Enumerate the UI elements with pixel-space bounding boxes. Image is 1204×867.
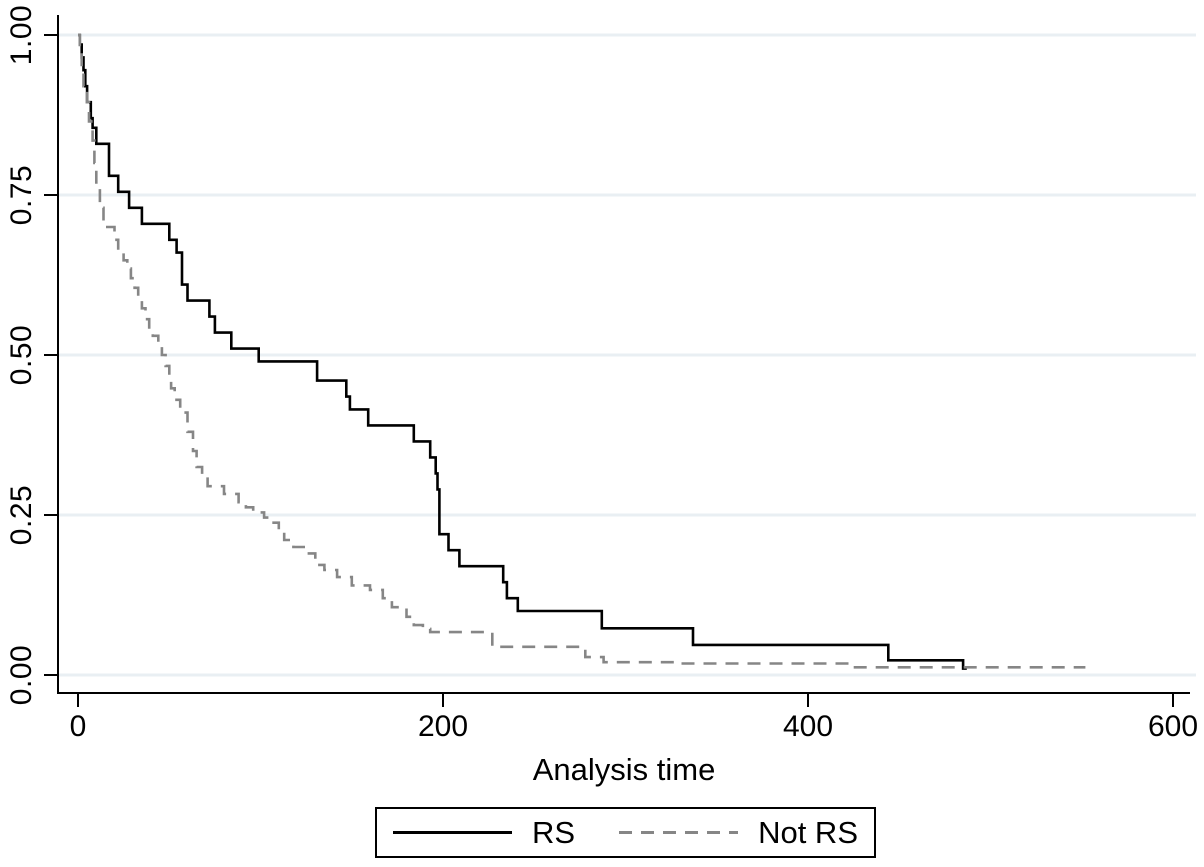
x-tick-label: 400 — [782, 710, 834, 743]
rs-solid-line-sample — [393, 831, 512, 834]
y-tick-label: 1.00 — [5, 4, 38, 66]
x-tick-label: 0 — [69, 710, 87, 743]
not-rs-curve-line — [78, 33, 1086, 669]
legend-item-not-rs: Not RS — [619, 815, 858, 851]
legend-label-rs: RS — [532, 814, 576, 850]
legend-box: RS Not RS — [375, 807, 876, 858]
x-tick-label: 200 — [417, 710, 469, 743]
y-tick-label: 0.00 — [5, 644, 38, 706]
x-axis-title: Analysis time — [532, 752, 716, 787]
legend-label-not-rs: Not RS — [758, 814, 858, 850]
rs-curve-line — [78, 33, 967, 670]
y-tick-label: 0.50 — [5, 324, 38, 386]
y-tick-label: 0.25 — [5, 484, 38, 546]
x-tick-label: 600 — [1147, 710, 1199, 743]
y-tick-label: 0.75 — [5, 164, 38, 226]
not-rs-dashed-line-sample — [619, 831, 739, 834]
legend-item-rs: RS — [393, 815, 575, 851]
